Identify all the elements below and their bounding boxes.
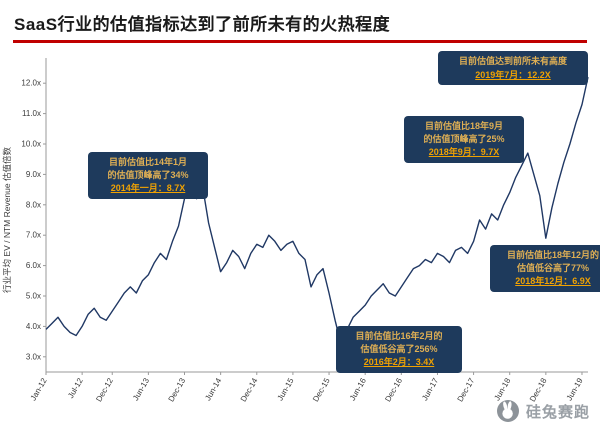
x-tick-label: Jul-12 (66, 376, 85, 400)
y-tick-label: 5.0x (26, 292, 41, 301)
valuation-line-chart: 3.0x 4.0x 5.0x 6.0x 7.0x 8.0x 9.0x 10.0x 11.0x 12… (2, 58, 589, 403)
x-tick-label: Jun-14 (203, 376, 223, 402)
y-tick-label: 7.0x (26, 231, 41, 240)
rabbit-logo-icon (496, 400, 519, 422)
series-line (45, 76, 589, 346)
y-tick-label: 11.0x (22, 109, 41, 118)
y-tick-label: 4.0x (26, 322, 41, 331)
x-tick-label: Jun-13 (131, 376, 151, 402)
x-tick-label: Dec-12 (94, 376, 115, 403)
y-tick-label: 10.0x (21, 140, 41, 149)
x-tick-label: Jun-15 (276, 376, 296, 402)
title-underline (13, 40, 587, 43)
x-tick-label: Dec-17 (456, 376, 477, 403)
x-tick-label: Jun-16 (348, 376, 368, 402)
x-tick-label: Dec-14 (239, 376, 260, 403)
y-tick-label: 9.0x (26, 170, 41, 179)
x-tick-label: Dec-16 (383, 376, 404, 403)
x-tick-label: Jan-12 (29, 376, 49, 402)
x-tick-label: Jun-17 (420, 376, 440, 402)
y-tick-label: 3.0x (26, 352, 41, 361)
watermark: 硅兔赛跑 (496, 399, 590, 423)
y-tick-label: 6.0x (26, 261, 41, 270)
x-tick-label: Dec-13 (167, 376, 188, 403)
watermark-text: 硅兔赛跑 (525, 403, 590, 421)
x-tick-label: Dec-15 (311, 376, 332, 403)
y-tick-label: 8.0x (26, 200, 41, 209)
y-axis-title: 行业平均 EV / NTM Revenue 估值倍数 (2, 147, 12, 293)
page-title: SaaS行业的估值指标达到了前所未有的火热程度 (14, 15, 391, 34)
y-tick-label: 12.0x (21, 79, 41, 88)
